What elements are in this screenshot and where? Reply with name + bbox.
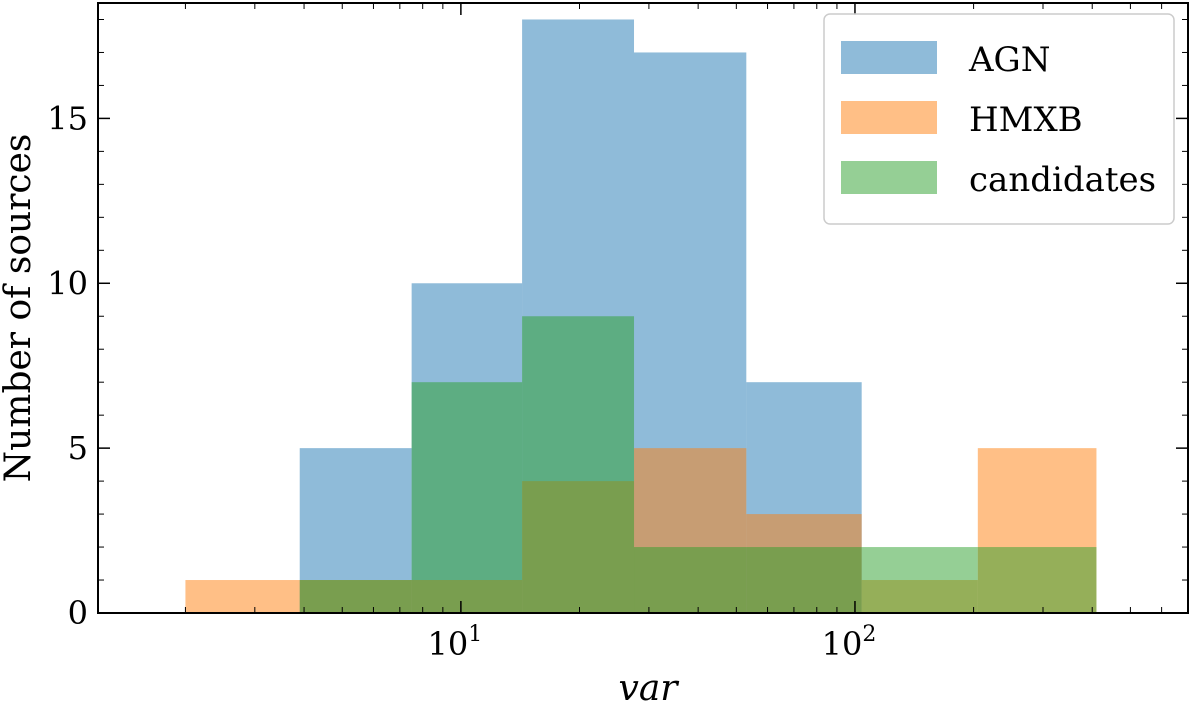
legend: AGN HMXB candidates bbox=[823, 13, 1175, 225]
y-tick-label: 0 bbox=[68, 594, 88, 632]
bars-layer bbox=[185, 19, 1097, 613]
bar-candidates-bin-6 bbox=[746, 547, 862, 613]
x-axis-label: var bbox=[618, 668, 679, 705]
legend-swatch-HMXB bbox=[841, 101, 937, 134]
bar-candidates-bin-4 bbox=[522, 316, 635, 613]
x-tick-label: 101 bbox=[428, 622, 483, 663]
bar-candidates-bin-2 bbox=[299, 580, 412, 613]
y-axis-label: Number of sources bbox=[0, 134, 39, 483]
bar-candidates-bin-3 bbox=[411, 382, 523, 613]
legend-label-candidates: candidates bbox=[969, 160, 1156, 200]
bar-candidates-bin-5 bbox=[634, 547, 747, 613]
y-tick-label: 5 bbox=[68, 429, 88, 467]
bar-candidates-bin-8 bbox=[977, 547, 1097, 613]
legend-swatch-candidates bbox=[841, 161, 937, 194]
legend-swatch-AGN bbox=[841, 41, 937, 74]
ticks-layer: 0 5 10 15 101 102 bbox=[47, 3, 1189, 663]
legend-label-HMXB: HMXB bbox=[969, 100, 1083, 140]
plot-frame bbox=[97, 2, 1189, 614]
y-tick-label: 10 bbox=[47, 264, 88, 302]
bar-HMXB-bin-1 bbox=[185, 580, 300, 613]
y-tick-label: 15 bbox=[47, 99, 88, 137]
bar-candidates-bin-7 bbox=[861, 547, 978, 613]
legend-label-AGN: AGN bbox=[968, 40, 1050, 80]
x-tick-label: 102 bbox=[822, 622, 877, 663]
